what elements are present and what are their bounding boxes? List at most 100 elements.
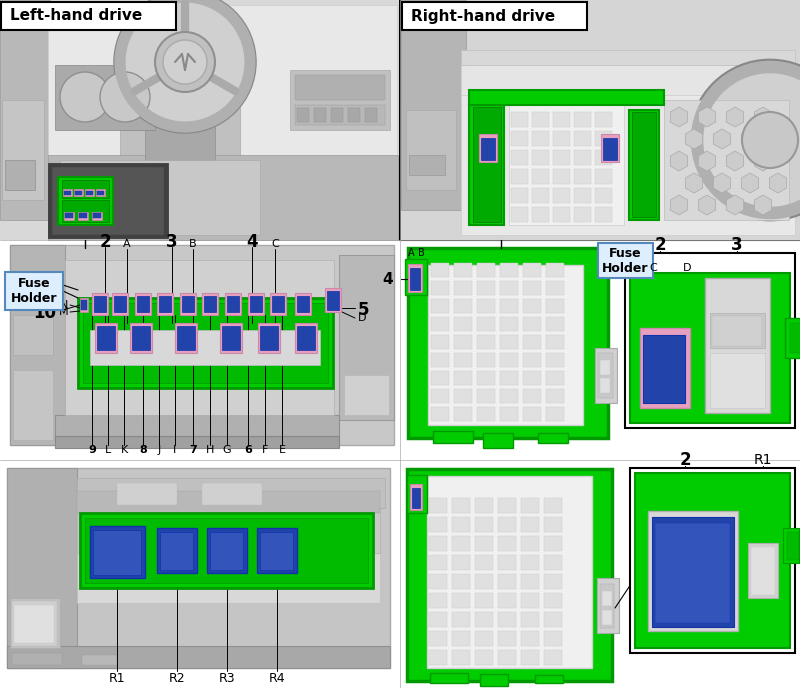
Bar [452, 593, 470, 608]
Bar [90, 526, 145, 578]
Bar [12, 653, 62, 665]
Bar [78, 212, 88, 220]
Bar [78, 298, 333, 388]
Bar [454, 407, 472, 421]
Bar [77, 503, 380, 553]
Bar [544, 593, 562, 608]
Text: 2: 2 [654, 236, 666, 254]
Bar [574, 207, 591, 222]
Bar [272, 296, 284, 312]
Bar [95, 323, 117, 353]
Bar [431, 299, 449, 313]
Bar [454, 281, 472, 295]
Bar [1, 2, 176, 30]
Bar [509, 105, 624, 225]
Text: 7: 7 [189, 445, 197, 455]
Bar [546, 407, 564, 421]
Bar [532, 131, 549, 146]
Bar [544, 498, 562, 513]
Text: 2: 2 [679, 451, 691, 469]
Bar [431, 317, 449, 331]
Bar [553, 169, 570, 184]
Bar [85, 189, 94, 196]
Bar [473, 107, 501, 222]
Text: C: C [271, 239, 279, 249]
Bar [10, 598, 60, 648]
Bar [461, 95, 795, 235]
Bar [452, 612, 470, 627]
Bar [12, 601, 57, 646]
Bar [523, 407, 541, 421]
Bar [595, 207, 612, 222]
Bar [511, 207, 528, 222]
Circle shape [155, 32, 215, 92]
Bar [175, 323, 197, 353]
Bar [498, 536, 516, 551]
Bar [500, 389, 518, 403]
Bar [475, 574, 493, 589]
Bar [532, 150, 549, 165]
Text: Fuse
Holder: Fuse Holder [602, 247, 648, 275]
Bar [52, 167, 164, 235]
Bar [521, 517, 539, 532]
Bar [475, 517, 493, 532]
Bar [523, 353, 541, 367]
Circle shape [100, 72, 150, 122]
Bar [297, 326, 315, 350]
Bar [204, 296, 216, 312]
Bar [475, 650, 493, 665]
Bar [13, 315, 53, 355]
Text: 3: 3 [166, 233, 178, 251]
Bar [532, 188, 549, 203]
Bar [429, 650, 447, 665]
Bar [712, 316, 762, 346]
Bar [602, 610, 612, 625]
Bar [405, 259, 427, 295]
Bar [62, 180, 109, 198]
Bar [787, 532, 799, 560]
Bar [114, 296, 126, 312]
Text: 5: 5 [358, 301, 370, 319]
Bar [120, 105, 240, 160]
Bar [297, 296, 309, 312]
Bar [48, 5, 397, 160]
Bar [600, 378, 610, 393]
Bar [92, 293, 108, 315]
Bar [461, 65, 795, 100]
Bar [295, 105, 385, 125]
Text: M: M [58, 307, 68, 317]
Bar [220, 323, 242, 353]
Bar [348, 108, 360, 122]
Bar [477, 263, 495, 277]
Bar [498, 631, 516, 646]
Text: Right-hand drive: Right-hand drive [411, 8, 555, 23]
Bar [477, 281, 495, 295]
Bar [182, 296, 194, 312]
Bar [600, 584, 614, 628]
Bar [475, 555, 493, 570]
Bar [532, 112, 549, 127]
Bar [498, 650, 516, 665]
Bar [429, 498, 447, 513]
Bar [202, 293, 218, 315]
Bar [210, 532, 243, 570]
Bar [408, 264, 422, 292]
Bar [431, 335, 449, 349]
Bar [553, 112, 570, 127]
Bar [553, 131, 570, 146]
Bar [83, 303, 328, 383]
Bar [574, 188, 591, 203]
Bar [80, 298, 88, 312]
Bar [521, 612, 539, 627]
Bar [250, 296, 262, 312]
Bar [10, 245, 394, 445]
Text: I: I [174, 445, 177, 455]
Bar [295, 323, 317, 353]
Bar [598, 243, 653, 278]
Bar [339, 255, 394, 420]
Bar [511, 112, 528, 127]
Bar [295, 293, 311, 315]
Bar [48, 163, 168, 238]
Bar [55, 415, 339, 445]
Circle shape [60, 72, 110, 122]
